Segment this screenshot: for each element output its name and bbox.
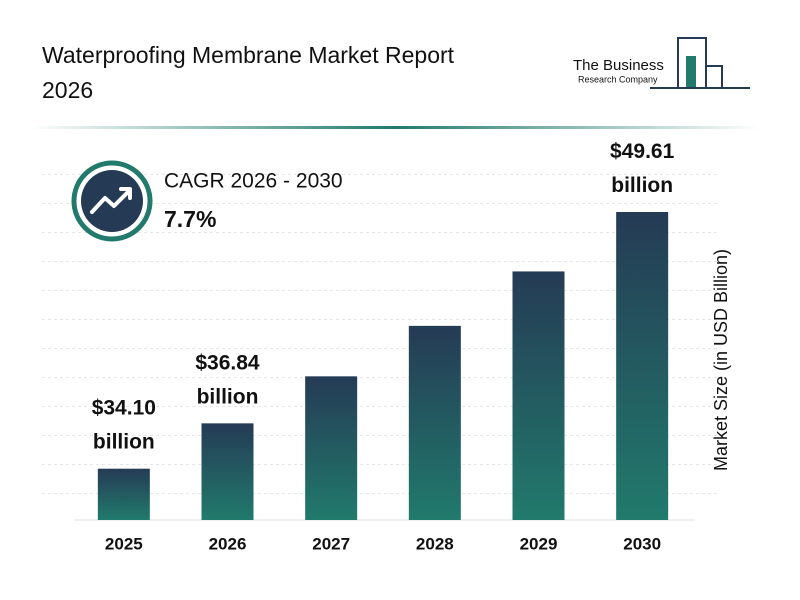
y-axis-label: Market Size (in USD Billion)	[711, 249, 731, 471]
chart-title: Waterproofing Membrane Market Report 2026	[42, 42, 455, 103]
bar	[512, 271, 565, 520]
x-tick-label: 2028	[416, 534, 454, 553]
bar	[408, 325, 461, 520]
value-label: $49.61 billion	[610, 140, 675, 197]
logo-subtext: Research Company	[578, 74, 658, 84]
logo: The Business Research Company	[573, 37, 750, 89]
grid-background	[40, 148, 720, 520]
value-label: $36.84 billion	[195, 351, 260, 408]
bar	[616, 212, 669, 520]
bar	[201, 423, 254, 520]
divider	[30, 126, 760, 129]
x-tick-label: 2027	[312, 534, 350, 553]
bar	[305, 376, 358, 520]
logo-text: The Business	[573, 57, 664, 74]
cagr-icon	[71, 160, 153, 242]
x-tick-label: 2030	[623, 534, 661, 553]
cagr-label: CAGR 2026 - 2030	[164, 170, 343, 193]
x-tick-label: 2025	[105, 534, 143, 553]
cagr-value: 7.7%	[164, 206, 216, 232]
bar	[97, 468, 150, 520]
x-tick-label: 2029	[520, 534, 558, 553]
value-label: $34.10 billion	[92, 396, 156, 453]
x-tick-label: 2026	[209, 534, 247, 553]
